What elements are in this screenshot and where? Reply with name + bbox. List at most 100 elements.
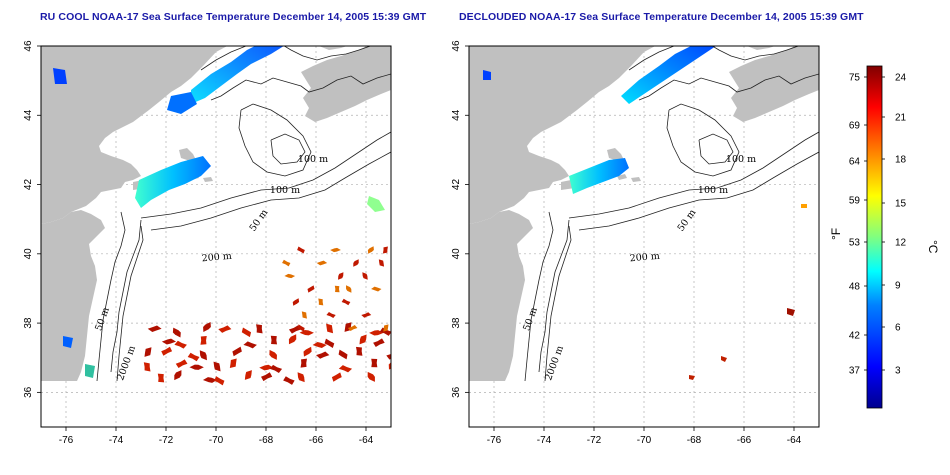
contour-line (270, 133, 306, 165)
sst-warm-patch (388, 362, 391, 370)
land-polygon (301, 46, 391, 122)
contour-line (116, 225, 144, 382)
x-tick-label: -64 (787, 435, 802, 446)
celsius-tick-label: 9 (895, 281, 901, 292)
contour-line (238, 103, 312, 177)
sst-warm-patch (307, 285, 315, 293)
contour-line (544, 225, 572, 382)
contour-line (538, 219, 570, 373)
sst-warm-patch (347, 325, 358, 331)
sst-warm-patch (256, 324, 263, 334)
sst-warm-patch (331, 372, 342, 382)
contour-line (638, 73, 819, 101)
celsius-tick-label: 6 (895, 323, 901, 334)
fahrenheit-tick-label: 37 (849, 366, 861, 377)
sst-warm-patch (353, 259, 359, 267)
sst-warm-patch (214, 376, 225, 386)
sst-warm-patch (189, 364, 204, 370)
sst-warm-patch (359, 334, 367, 345)
contour-line (96, 211, 126, 382)
sst-warm-patch (299, 329, 314, 336)
sst-warm-patch (144, 347, 152, 357)
sst-warm-patch (143, 362, 151, 372)
sst-warm-patch (373, 338, 385, 348)
sst-warm-patch (689, 375, 695, 380)
celsius-tick-label: 3 (895, 366, 901, 377)
x-tick-label: -70 (209, 435, 224, 446)
sst-warm-patch (172, 327, 181, 338)
sst-patch (367, 196, 385, 212)
contour-line (200, 46, 372, 71)
sst-warm-patch (244, 370, 252, 380)
sst-swath-li (135, 156, 211, 208)
sst-warm-patch (297, 246, 305, 254)
land-polygon (729, 46, 819, 122)
sst-warm-patch (270, 335, 278, 345)
sst-warm-patch (187, 352, 200, 362)
x-tick-label: -70 (637, 435, 652, 446)
land-polygon (631, 177, 641, 182)
sst-warm-patch (361, 312, 372, 318)
sst-warm-patch (324, 338, 335, 349)
sst-swath (167, 92, 197, 114)
contour-line (210, 73, 391, 101)
sst-warm-patch (147, 325, 162, 332)
axis-ticks: -76 -74 -72 -70 -68 -66 -64 36 38 40 42 44 46 (451, 40, 802, 446)
sst-warm-patch (200, 336, 207, 345)
y-tick-label: 44 (23, 109, 34, 121)
sst-swath-maine (191, 46, 284, 104)
land-polygon (41, 210, 105, 381)
fahrenheit-tick-label: 48 (849, 282, 861, 293)
contour-line (568, 131, 819, 219)
x-tick-label: -76 (487, 435, 502, 446)
contour-label: 200 m (201, 251, 232, 265)
sst-warm-patch (269, 349, 277, 360)
fahrenheit-tick-label: 42 (849, 331, 861, 342)
sst-warm-patch (241, 327, 252, 338)
x-tick-label: -68 (687, 435, 702, 446)
sst-warm-patch (300, 358, 307, 368)
sst-warm-patch (383, 324, 389, 332)
sst-warm-patch (318, 298, 324, 306)
sst-warm-patch (326, 311, 336, 319)
sst-warm-patch (334, 285, 340, 293)
celsius-tick-label: 18 (895, 155, 907, 166)
sst-warm-patch (326, 323, 334, 334)
sst-warm-patch (261, 372, 273, 382)
sst-warm-patch (232, 346, 242, 357)
sst-warm-patch (259, 364, 274, 371)
sst-warm-patch (330, 247, 341, 253)
sst-warm-patch (801, 204, 807, 208)
sst-warm-patch (199, 350, 207, 361)
map-panel-left: -76 -74 -72 -70 -68 -66 -64 36 38 40 42 44 46 100 m 1… (23, 40, 392, 446)
contour-line (150, 151, 391, 231)
sst-warm-patch (338, 272, 344, 280)
sst-warm-patch (283, 376, 295, 385)
panel-title-left: RU COOL NOAA-17 Sea Surface Temperature … (40, 11, 427, 23)
bathymetry-contours (524, 46, 819, 382)
sst-patch (63, 336, 73, 348)
y-tick-label: 36 (23, 386, 34, 398)
x-tick-label: -74 (537, 435, 552, 446)
sst-warm-patch (341, 298, 351, 306)
x-tick-label: -66 (737, 435, 752, 446)
sst-warm-patch (371, 286, 382, 292)
sst-warm-patch (346, 285, 352, 293)
colorbar-gradient (866, 65, 883, 409)
y-tick-label: 46 (23, 40, 34, 52)
sst-warm-patch (297, 372, 305, 383)
land-polygon (469, 210, 533, 381)
sst-warm-patch (367, 371, 375, 382)
sst-warm-patch (175, 359, 188, 368)
sst-warm-patch (338, 365, 353, 373)
x-tick-label: -74 (109, 435, 124, 446)
celsius-unit-label: °C (926, 240, 940, 254)
y-tick-label: 40 (451, 248, 462, 260)
celsius-tick-label: 24 (895, 73, 907, 84)
fahrenheit-tick-label: 53 (849, 238, 861, 249)
x-tick-label: -64 (359, 435, 374, 446)
fahrenheit-tick-label: 75 (849, 73, 861, 84)
sst-pixels (53, 46, 391, 386)
contour-label: 100 m (726, 154, 756, 165)
sst-warm-patch (379, 327, 391, 336)
